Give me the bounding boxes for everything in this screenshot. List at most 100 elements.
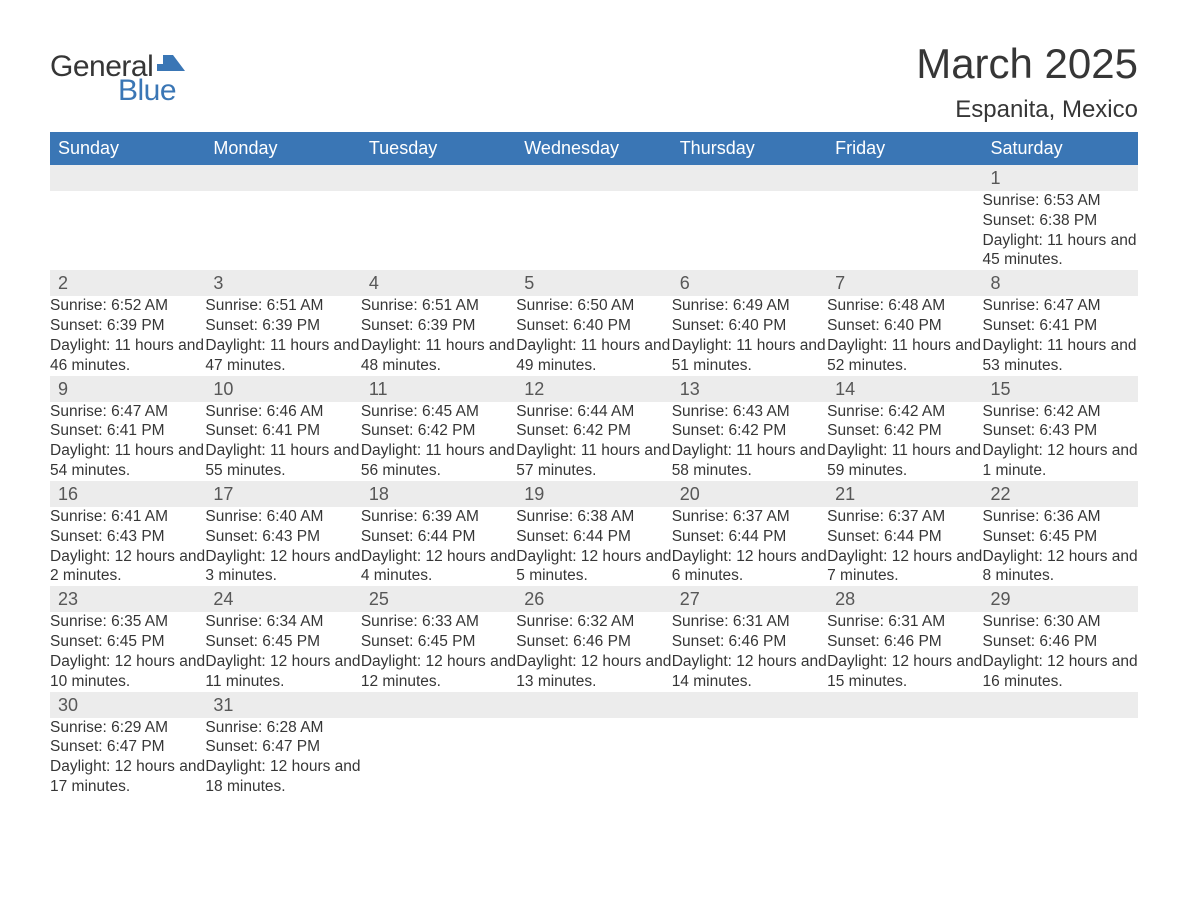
daylight-line: Daylight: 11 hours and 45 minutes.: [983, 231, 1138, 271]
sunset-line: Sunset: 6:46 PM: [827, 632, 982, 652]
day-number: 6: [672, 270, 827, 296]
daylight-line: Daylight: 12 hours and 16 minutes.: [983, 652, 1138, 692]
day-header-row: Sunday Monday Tuesday Wednesday Thursday…: [50, 132, 1138, 165]
sunset-line: Sunset: 6:41 PM: [983, 316, 1138, 336]
sunrise-line: Sunrise: 6:53 AM: [983, 191, 1138, 211]
sunset-line: Sunset: 6:40 PM: [672, 316, 827, 336]
daylight-line: Daylight: 11 hours and 52 minutes.: [827, 336, 982, 376]
day-number: 20: [672, 481, 827, 507]
sunset-line: Sunset: 6:42 PM: [672, 421, 827, 441]
day-number: 9: [50, 376, 205, 402]
daylight-line: Daylight: 11 hours and 48 minutes.: [361, 336, 516, 376]
day-number-cell: 10: [205, 376, 360, 402]
daynum-row: 16171819202122: [50, 481, 1138, 507]
day-header: Tuesday: [361, 132, 516, 165]
day-info-cell: [361, 718, 516, 797]
day-info-cell: Sunrise: 6:37 AMSunset: 6:44 PMDaylight:…: [672, 507, 827, 586]
day-info-cell: [672, 718, 827, 797]
day-number-cell: 24: [205, 586, 360, 612]
sunrise-line: Sunrise: 6:34 AM: [205, 612, 360, 632]
day-number: 2: [50, 270, 205, 296]
day-number-cell: 11: [361, 376, 516, 402]
daylight-line: Daylight: 12 hours and 14 minutes.: [672, 652, 827, 692]
sunrise-line: Sunrise: 6:37 AM: [827, 507, 982, 527]
day-number: 28: [827, 586, 982, 612]
day-info-cell: Sunrise: 6:51 AMSunset: 6:39 PMDaylight:…: [361, 296, 516, 375]
day-info-cell: [672, 191, 827, 270]
sunrise-line: Sunrise: 6:50 AM: [516, 296, 671, 316]
sunset-line: Sunset: 6:39 PM: [50, 316, 205, 336]
day-number-cell: 17: [205, 481, 360, 507]
calendar-table: Sunday Monday Tuesday Wednesday Thursday…: [50, 132, 1138, 797]
day-number: 27: [672, 586, 827, 612]
day-number-cell: [516, 692, 671, 718]
day-number-cell: 3: [205, 270, 360, 296]
day-info-cell: [827, 191, 982, 270]
day-number-cell: [827, 692, 982, 718]
day-info-cell: Sunrise: 6:40 AMSunset: 6:43 PMDaylight:…: [205, 507, 360, 586]
day-number-cell: 13: [672, 376, 827, 402]
day-number: 7: [827, 270, 982, 296]
sunset-line: Sunset: 6:41 PM: [205, 421, 360, 441]
info-row: Sunrise: 6:29 AMSunset: 6:47 PMDaylight:…: [50, 718, 1138, 797]
day-info-cell: [983, 718, 1138, 797]
day-number-cell: 9: [50, 376, 205, 402]
day-header: Sunday: [50, 132, 205, 165]
day-number-cell: 12: [516, 376, 671, 402]
info-row: Sunrise: 6:41 AMSunset: 6:43 PMDaylight:…: [50, 507, 1138, 586]
sunset-line: Sunset: 6:40 PM: [516, 316, 671, 336]
daynum-row: 2345678: [50, 270, 1138, 296]
day-number: 31: [205, 692, 360, 718]
day-info-cell: Sunrise: 6:41 AMSunset: 6:43 PMDaylight:…: [50, 507, 205, 586]
daylight-line: Daylight: 12 hours and 1 minute.: [983, 441, 1138, 481]
day-number: 5: [516, 270, 671, 296]
daylight-line: Daylight: 12 hours and 6 minutes.: [672, 547, 827, 587]
sunrise-line: Sunrise: 6:52 AM: [50, 296, 205, 316]
sunrise-line: Sunrise: 6:42 AM: [983, 402, 1138, 422]
day-info-cell: Sunrise: 6:45 AMSunset: 6:42 PMDaylight:…: [361, 402, 516, 481]
sunset-line: Sunset: 6:41 PM: [50, 421, 205, 441]
daylight-line: Daylight: 12 hours and 2 minutes.: [50, 547, 205, 587]
day-info-cell: Sunrise: 6:47 AMSunset: 6:41 PMDaylight:…: [50, 402, 205, 481]
day-number-cell: 20: [672, 481, 827, 507]
day-number-cell: 31: [205, 692, 360, 718]
daylight-line: Daylight: 12 hours and 3 minutes.: [205, 547, 360, 587]
sunset-line: Sunset: 6:38 PM: [983, 211, 1138, 231]
day-number: 19: [516, 481, 671, 507]
sunset-line: Sunset: 6:44 PM: [827, 527, 982, 547]
day-info-cell: Sunrise: 6:42 AMSunset: 6:42 PMDaylight:…: [827, 402, 982, 481]
sunset-line: Sunset: 6:40 PM: [827, 316, 982, 336]
sunset-line: Sunset: 6:42 PM: [361, 421, 516, 441]
day-number: 14: [827, 376, 982, 402]
day-number-cell: [672, 165, 827, 191]
day-info-cell: Sunrise: 6:39 AMSunset: 6:44 PMDaylight:…: [361, 507, 516, 586]
sunset-line: Sunset: 6:43 PM: [983, 421, 1138, 441]
day-number-cell: 7: [827, 270, 982, 296]
day-number: 15: [983, 376, 1138, 402]
sunset-line: Sunset: 6:45 PM: [983, 527, 1138, 547]
day-number-cell: [361, 692, 516, 718]
month-title: March 2025: [916, 40, 1138, 88]
day-info-cell: Sunrise: 6:49 AMSunset: 6:40 PMDaylight:…: [672, 296, 827, 375]
sunrise-line: Sunrise: 6:41 AM: [50, 507, 205, 527]
day-number: 24: [205, 586, 360, 612]
day-number-cell: 5: [516, 270, 671, 296]
sunrise-line: Sunrise: 6:39 AM: [361, 507, 516, 527]
day-info-cell: Sunrise: 6:38 AMSunset: 6:44 PMDaylight:…: [516, 507, 671, 586]
day-info-cell: Sunrise: 6:53 AMSunset: 6:38 PMDaylight:…: [983, 191, 1138, 270]
day-number: 17: [205, 481, 360, 507]
sunrise-line: Sunrise: 6:46 AM: [205, 402, 360, 422]
daylight-line: Daylight: 12 hours and 15 minutes.: [827, 652, 982, 692]
sunrise-line: Sunrise: 6:47 AM: [50, 402, 205, 422]
day-number: 8: [983, 270, 1138, 296]
sunrise-line: Sunrise: 6:31 AM: [827, 612, 982, 632]
day-number-cell: 6: [672, 270, 827, 296]
sunset-line: Sunset: 6:45 PM: [205, 632, 360, 652]
day-number: 10: [205, 376, 360, 402]
daylight-line: Daylight: 11 hours and 46 minutes.: [50, 336, 205, 376]
title-block: March 2025 Espanita, Mexico: [916, 40, 1138, 124]
day-number: 11: [361, 376, 516, 402]
daylight-line: Daylight: 11 hours and 51 minutes.: [672, 336, 827, 376]
sunrise-line: Sunrise: 6:38 AM: [516, 507, 671, 527]
day-number-cell: 26: [516, 586, 671, 612]
